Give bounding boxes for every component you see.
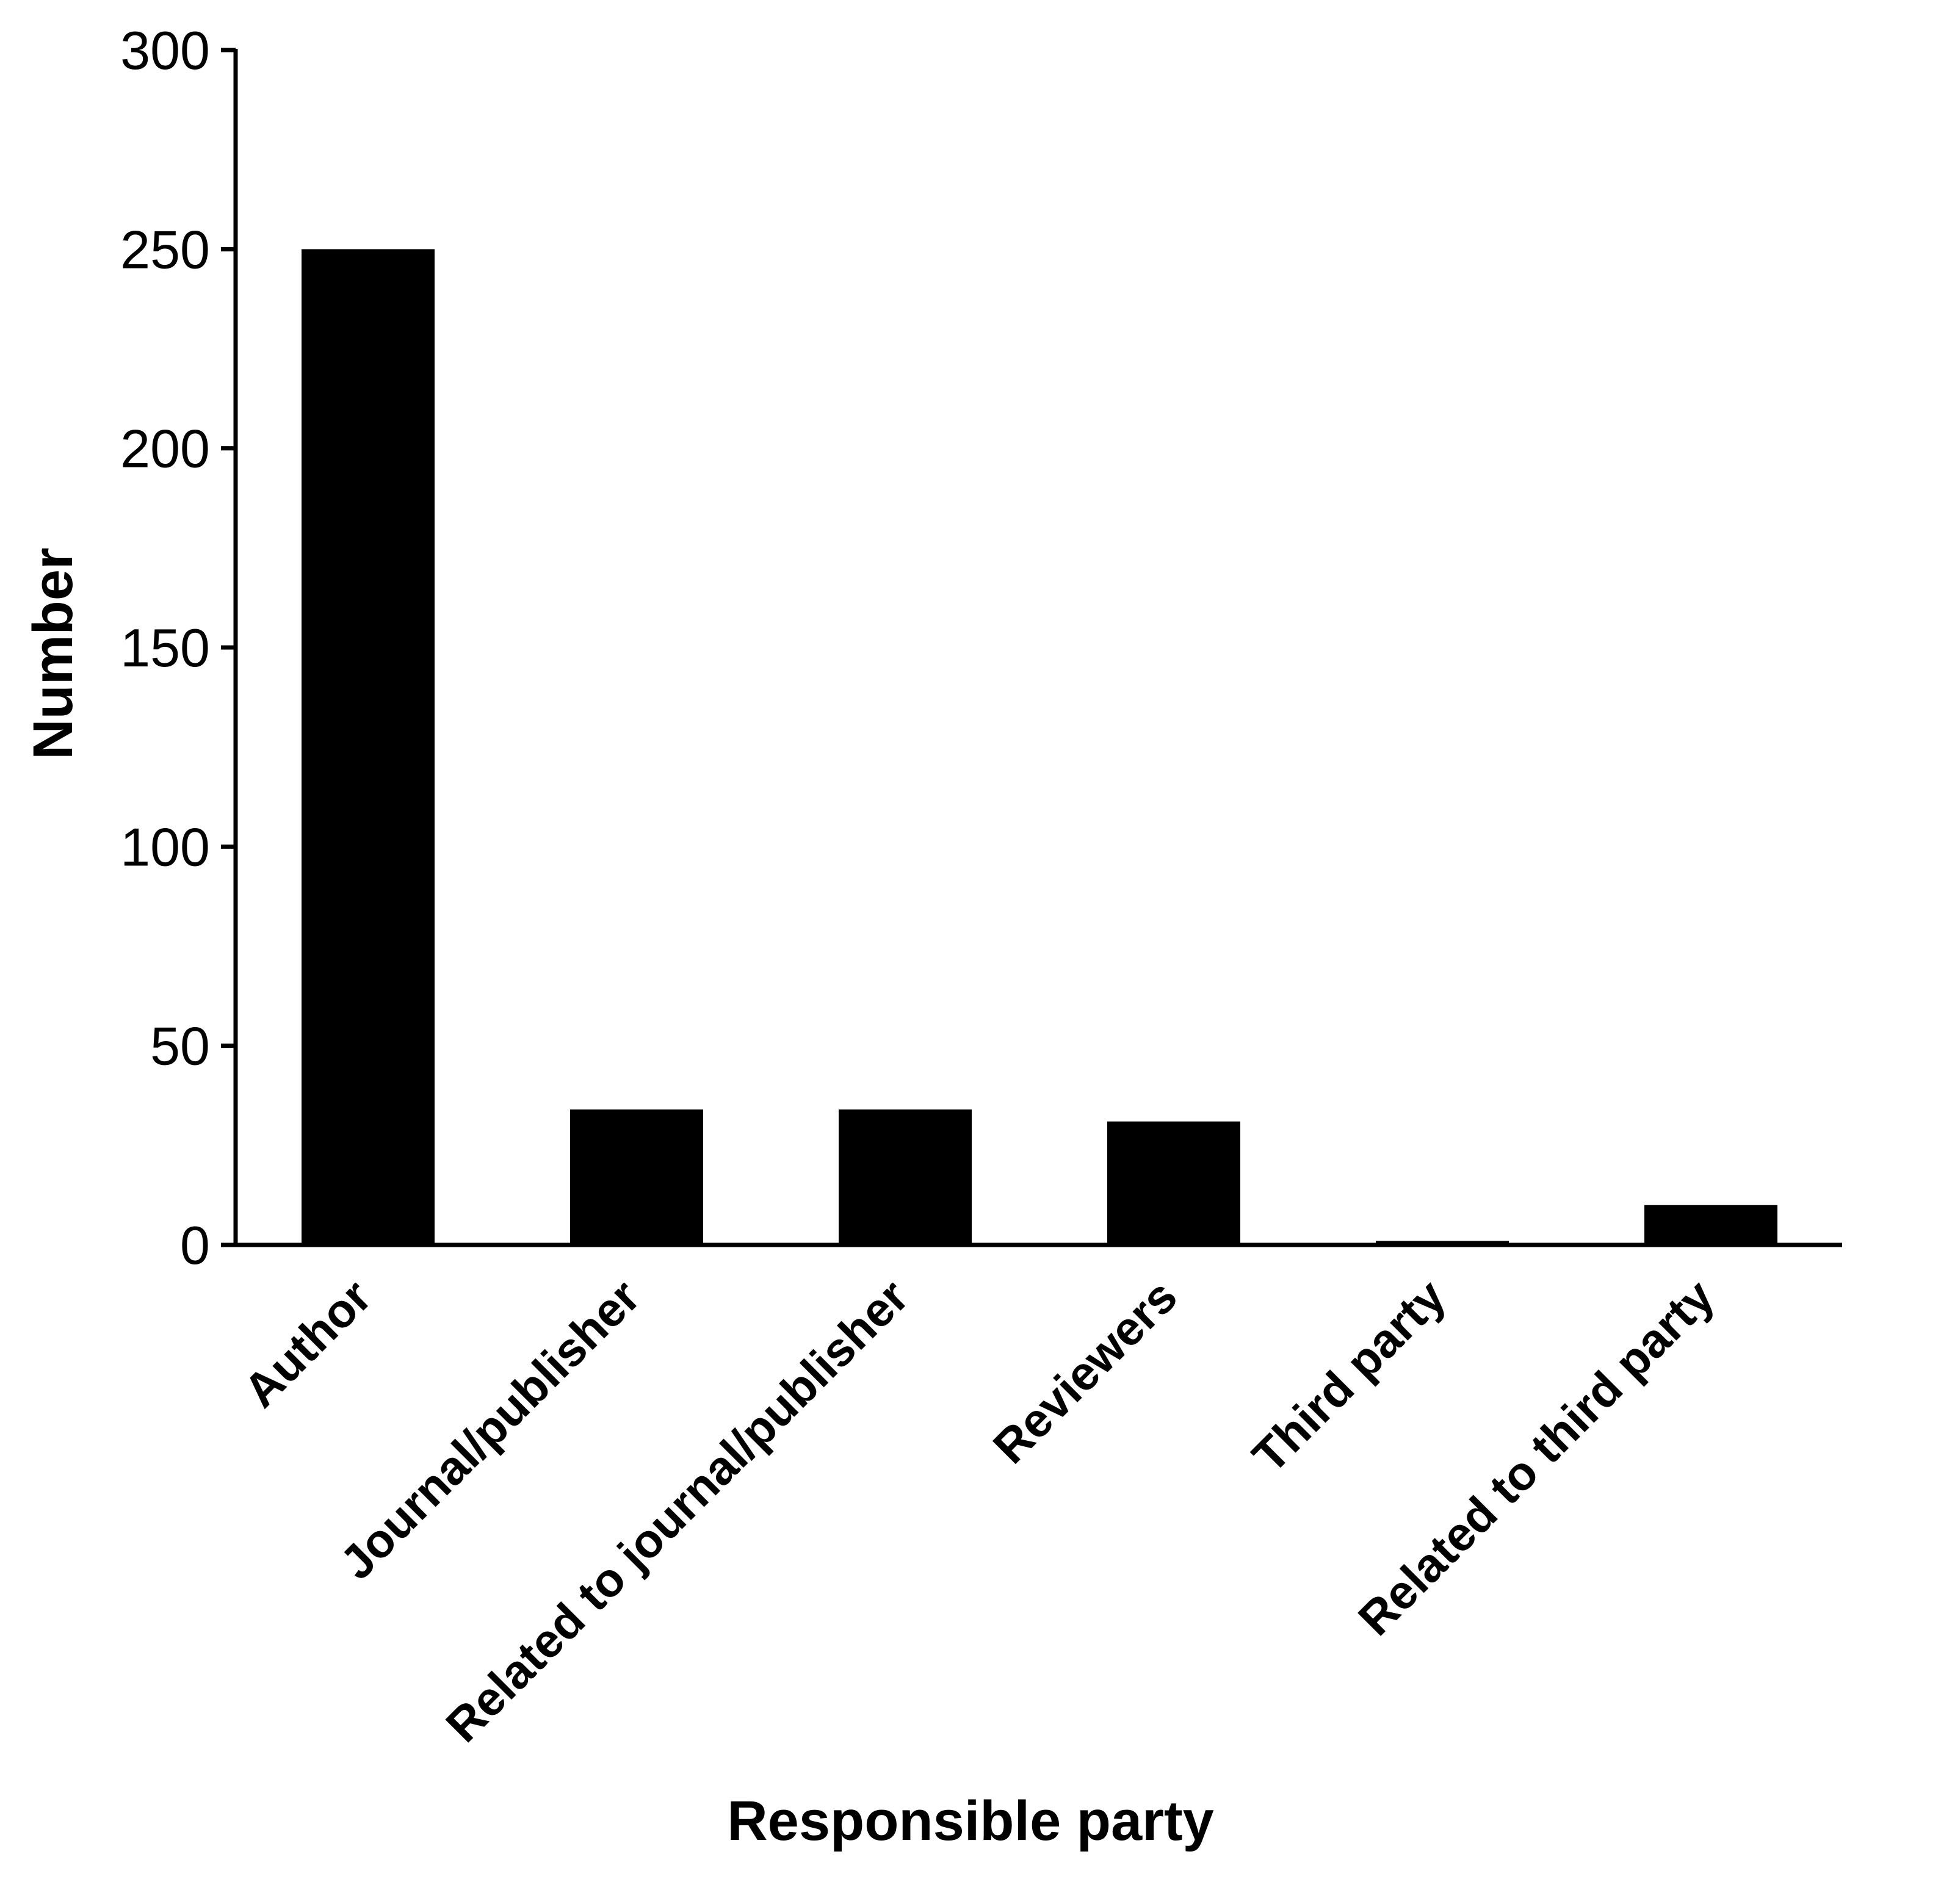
bar-author <box>302 249 435 1245</box>
y-tick-label-250: 250 <box>120 219 210 279</box>
y-tick-label-300: 300 <box>120 20 210 81</box>
bars <box>302 249 1777 1245</box>
y-tick-label-200: 200 <box>120 419 210 479</box>
bar-reviewers <box>1107 1121 1240 1245</box>
x-category-label-author: Author <box>233 1269 381 1418</box>
bar-related-to-journal-publisher <box>839 1109 972 1245</box>
y-tick-label-150: 150 <box>120 618 210 678</box>
y-tick-label-100: 100 <box>120 817 210 877</box>
x-category-label-third-party: Third party <box>1242 1269 1456 1483</box>
x-axis-title: Responsible party <box>727 1790 1214 1852</box>
y-axis-title: Number <box>22 547 84 760</box>
bar-journal-publisher <box>570 1109 703 1245</box>
y-tick-label-50: 50 <box>150 1016 210 1076</box>
y-axis-ticks: 0 50 100 150 200 250 300 <box>120 20 236 1275</box>
x-category-label-reviewers: Reviewers <box>983 1269 1187 1474</box>
x-category-label-journal-publisher: Journal/publisher <box>330 1269 650 1590</box>
axes <box>221 49 1842 1247</box>
x-category-label-related-to-journal-publisher: Related to journal/publisher <box>435 1269 919 1753</box>
y-tick-label-0: 0 <box>180 1215 210 1275</box>
bar-related-to-third-party <box>1644 1205 1777 1245</box>
